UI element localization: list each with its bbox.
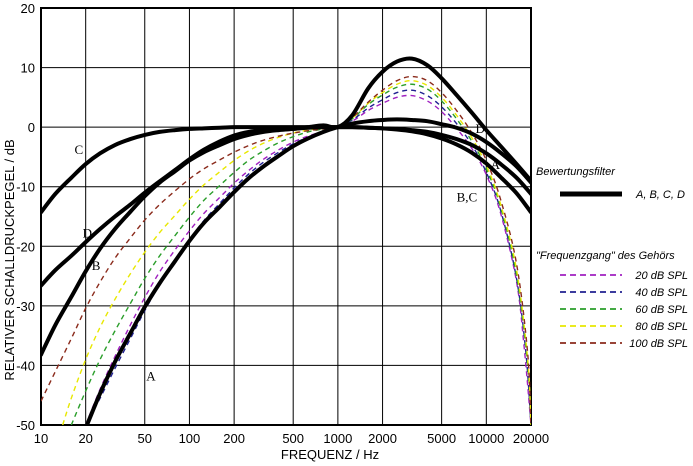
curve-annotations: C D B A D A B,C [75,121,501,383]
x-tick-label: 50 [138,431,152,446]
weighting-filter-curves [41,56,531,425]
x-tick-label: 10 [34,431,48,446]
x-tick-labels: 10 20 50 100 200 500 1000 2000 5000 10000 20000 [34,431,549,446]
plot-frame [40,7,532,426]
legend-filters-label: A, B, C, D [635,189,685,201]
x-tick-label: 10000 [468,431,504,446]
curve-label-b-c: B,C [457,190,478,205]
legend-filters-heading: Bewertungsfilter [536,166,616,178]
series-b [41,125,531,357]
x-tick-label: 1000 [323,431,352,446]
series-20-db-spl [85,94,531,425]
curve-label-c: C [75,142,84,157]
legend-label-40-db-spl: 40 dB SPL [635,287,688,299]
curve-label-a: A [491,157,501,172]
y-tick-label: -50 [16,418,35,433]
curve-label-a: A [146,368,156,383]
series-a [84,117,531,425]
series-100-db-spl [41,75,531,425]
curve-label-b: B [92,258,101,273]
y-tick-label: -40 [16,358,35,373]
legend-hearing-heading: "Frequenzgang" des Gehörs [536,250,675,262]
y-axis-title: RELATIVER SCHALLDRUCKPEGEL / dB [2,139,17,380]
y-tick-label: -20 [16,239,35,254]
x-tick-label: 20 [78,431,92,446]
curve-label-d: D [83,225,92,240]
legend-label-100-db-spl: 100 dB SPL [629,338,688,350]
x-tick-label: 20000 [513,431,549,446]
x-tick-label: 100 [179,431,201,446]
series-60-db-spl [70,83,531,425]
x-tick-label: 5000 [427,431,456,446]
legend-label-80-db-spl: 80 dB SPL [635,321,688,333]
y-tick-labels: -50 -40 -30 -20 -10 0 10 20 [16,1,35,433]
x-tick-label: 2000 [368,431,397,446]
x-axis-title: FREQUENZ / Hz [281,447,379,462]
x-tick-label: 200 [223,431,245,446]
series-c [41,125,531,215]
legend-label-60-db-spl: 60 dB SPL [635,304,688,316]
y-tick-label: 20 [21,1,35,16]
curve-label-d: D [476,121,485,136]
legend: Bewertungsfilter A, B, C, D "Frequenzgan… [536,166,688,350]
legend-hearing-entries: 20 dB SPL 40 dB SPL 60 dB SPL 80 dB SPL 100 … [560,270,688,350]
y-tick-label: 10 [21,61,35,76]
legend-label-20-db-spl: 20 dB SPL [634,270,688,282]
y-tick-label: 0 [28,120,35,135]
y-tick-label: -10 [16,180,35,195]
series-d [41,56,531,288]
x-tick-label: 500 [282,431,304,446]
y-tick-label: -30 [16,299,35,314]
